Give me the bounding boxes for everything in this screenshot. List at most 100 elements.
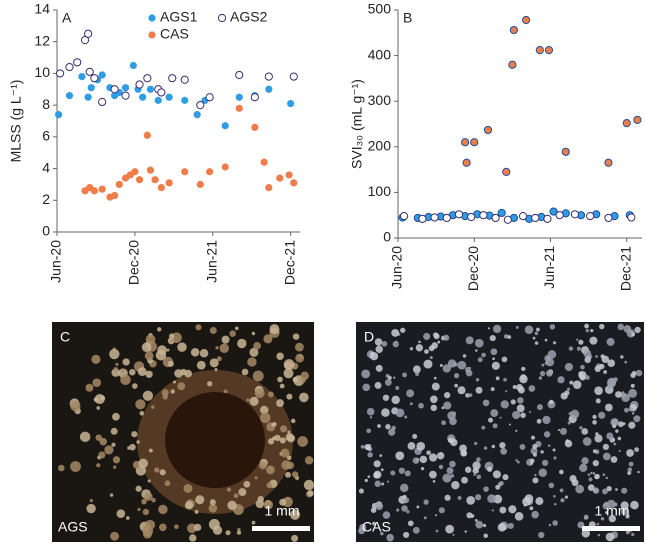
floc [109, 348, 120, 360]
y-tick-label: 200 [368, 138, 392, 154]
floc [115, 362, 119, 366]
point [135, 176, 144, 184]
floc [214, 368, 218, 372]
floc [187, 523, 197, 534]
floc [370, 507, 377, 513]
point [110, 85, 119, 94]
floc [111, 368, 120, 377]
floc [251, 331, 256, 336]
floc [521, 366, 526, 372]
floc [628, 461, 634, 467]
floc [432, 480, 436, 483]
floc [159, 469, 166, 476]
floc [520, 412, 526, 419]
point [549, 207, 558, 216]
floc [269, 324, 280, 335]
floc [490, 409, 499, 418]
floc [495, 484, 501, 490]
floc [433, 376, 437, 380]
floc [576, 338, 579, 341]
floc [594, 386, 603, 395]
point [265, 85, 273, 93]
floc [246, 398, 250, 402]
x-tick-label: Dec-20 [465, 246, 481, 291]
floc [168, 333, 175, 339]
floc [147, 479, 151, 483]
floc [104, 445, 114, 455]
floc [468, 366, 472, 370]
point [143, 74, 152, 83]
floc [481, 352, 486, 358]
floc [249, 347, 259, 357]
floc [580, 364, 585, 370]
floc [452, 411, 457, 416]
floc [207, 381, 213, 387]
floc [412, 457, 420, 464]
floc [223, 389, 228, 394]
floc [567, 421, 571, 425]
floc [559, 427, 567, 435]
floc [538, 531, 545, 539]
point [90, 187, 98, 195]
floc [183, 483, 193, 493]
floc [287, 430, 291, 434]
floc [623, 325, 632, 333]
floc [386, 533, 394, 542]
floc [148, 448, 153, 453]
floc [554, 503, 557, 506]
floc [615, 488, 618, 491]
point [461, 138, 470, 147]
floc [603, 370, 608, 374]
floc [209, 499, 216, 506]
floc [610, 456, 618, 463]
floc [166, 348, 170, 352]
floc [131, 431, 138, 438]
floc [564, 495, 569, 499]
floc [258, 461, 267, 470]
floc [587, 484, 595, 491]
floc [379, 454, 383, 457]
floc [592, 487, 600, 494]
floc [536, 418, 542, 424]
floc [578, 339, 584, 345]
floc [492, 423, 498, 429]
point [78, 73, 86, 81]
floc [549, 324, 556, 330]
floc [613, 442, 617, 446]
floc [564, 439, 573, 448]
floc [631, 332, 635, 337]
floc [253, 341, 261, 350]
floc [412, 365, 421, 374]
floc [307, 490, 314, 497]
point [250, 93, 259, 102]
floc [490, 348, 498, 356]
floc [547, 444, 551, 447]
floc [540, 450, 544, 454]
floc [377, 424, 381, 428]
floc [116, 509, 126, 518]
floc [432, 333, 436, 337]
point [90, 74, 99, 83]
floc [139, 410, 145, 416]
floc [489, 334, 496, 342]
floc [154, 467, 160, 473]
floc [490, 387, 495, 392]
floc [266, 482, 273, 489]
point [479, 211, 488, 220]
floc [602, 452, 611, 461]
floc [476, 474, 482, 480]
floc [607, 359, 616, 367]
point [205, 93, 214, 102]
floc [142, 390, 154, 401]
floc [606, 485, 612, 492]
floc [635, 369, 643, 377]
floc [605, 476, 608, 480]
legend-label: AGS2 [230, 9, 268, 25]
floc [592, 414, 597, 420]
floc [500, 447, 508, 455]
point [235, 104, 243, 112]
floc [519, 374, 528, 384]
point [87, 84, 95, 92]
floc [370, 416, 373, 419]
floc [170, 389, 175, 394]
